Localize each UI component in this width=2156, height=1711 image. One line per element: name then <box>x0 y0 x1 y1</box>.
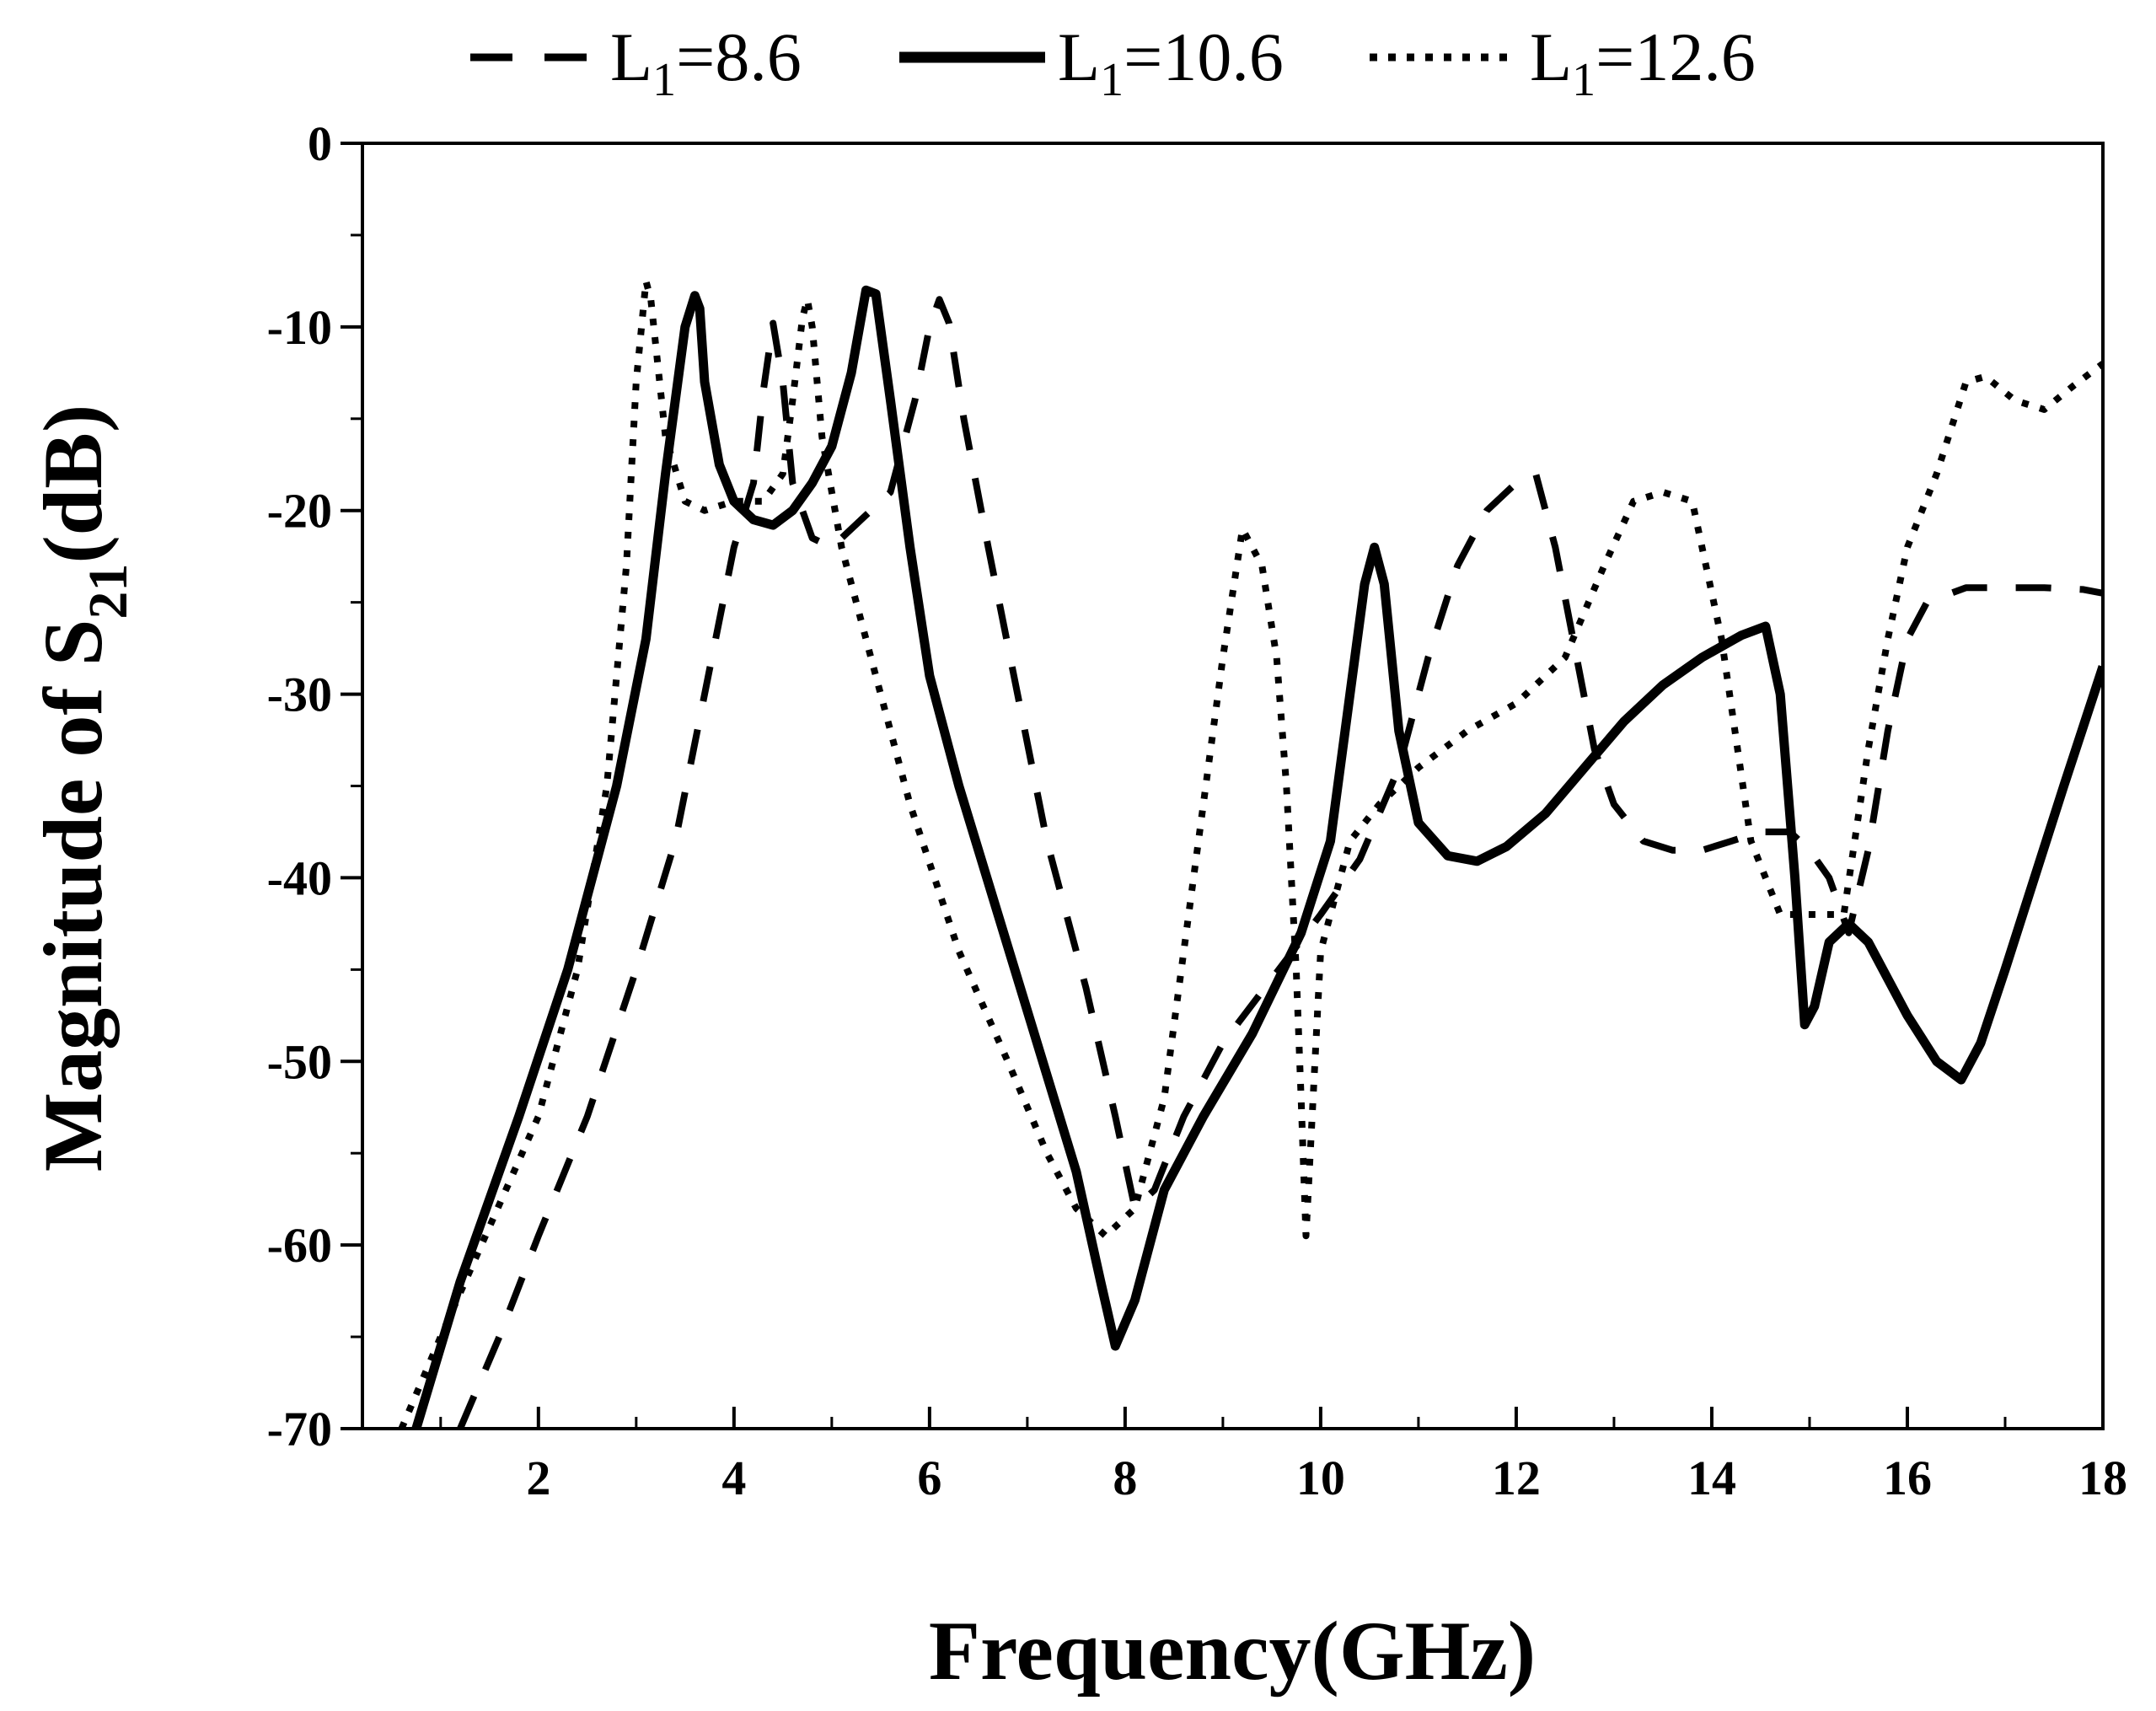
x-tick-label: 8 <box>1113 1451 1137 1505</box>
x-tick-label: 14 <box>1687 1451 1736 1505</box>
legend-item-l1-8-6: L1=8.6 <box>470 19 802 106</box>
y-tick-label: -10 <box>267 300 332 355</box>
x-tick-label: 18 <box>2078 1451 2127 1505</box>
y-tick-label: 0 <box>308 116 332 171</box>
y-axis: 0 -10 -20 -30 -40 -50 -60 -70 <box>267 116 362 1456</box>
y-tick-label: -70 <box>267 1402 332 1456</box>
series-line-l1-8-6 <box>457 296 2103 1429</box>
x-tick-label: 2 <box>526 1451 550 1505</box>
y-tick-label: -20 <box>267 484 332 539</box>
legend-item-l1-10-6: L1=10.6 <box>899 19 1284 106</box>
legend-label-l1-12-6: L1=12.6 <box>1530 19 1756 106</box>
y-axis-label: Magnitude of S21(dB) <box>26 405 139 1172</box>
series-line-l1-10-6 <box>411 285 2103 1429</box>
plot-frame <box>361 142 2105 1430</box>
y-tick-label: -60 <box>267 1218 332 1273</box>
y-tick-label: -50 <box>267 1034 332 1089</box>
legend-label-l1-10-6: L1=10.6 <box>1058 19 1284 106</box>
y-tick-label: -40 <box>267 850 332 905</box>
x-tick-label: 16 <box>1883 1451 1932 1505</box>
x-tick-label: 4 <box>721 1451 746 1505</box>
y-tick-label: -30 <box>267 668 332 722</box>
series-line-l1-12-6 <box>398 277 2103 1429</box>
legend-label-l1-8-6: L1=8.6 <box>610 19 802 106</box>
x-tick-label: 6 <box>917 1451 941 1505</box>
x-axis-label: Frequency(GHz) <box>929 1604 1536 1698</box>
x-axis: 2 4 6 8 10 12 14 16 18 <box>439 1407 2127 1505</box>
x-tick-label: 10 <box>1296 1451 1345 1505</box>
legend-item-l1-12-6: L1=12.6 <box>1370 19 1756 106</box>
series-layer <box>398 277 2103 1429</box>
legend: L1=8.6 L1=10.6 L1=12.6 <box>470 19 1756 106</box>
x-tick-label: 12 <box>1492 1451 1541 1505</box>
